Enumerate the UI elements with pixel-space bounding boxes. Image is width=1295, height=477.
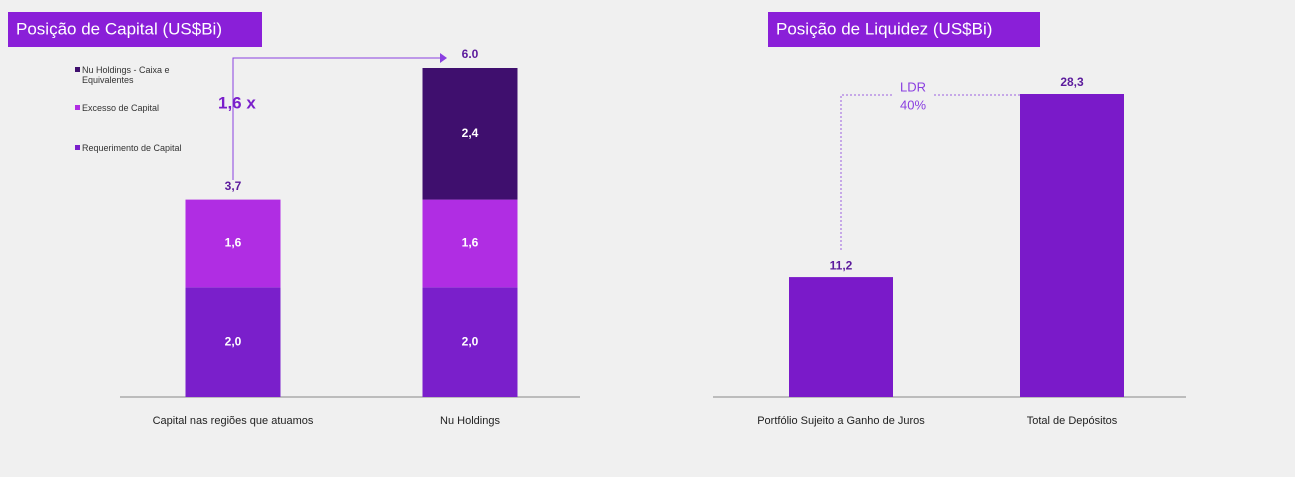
title-box xyxy=(768,12,1040,47)
legend-label: Nu Holdings - Caixa e Equivalentes xyxy=(82,65,170,85)
total-label: 3,7 xyxy=(225,179,242,193)
bar xyxy=(789,277,893,397)
ldr-line xyxy=(840,94,1020,250)
ldr-bg xyxy=(893,80,933,116)
value-label: 1,6 xyxy=(462,236,479,250)
value-label: 11,2 xyxy=(830,258,853,272)
value-label: 1,6 xyxy=(225,236,242,250)
legend-swatch xyxy=(75,145,80,150)
x-tick-label: Capital nas regiões que atuamos xyxy=(153,415,314,427)
value-label: 2,0 xyxy=(462,334,479,348)
bar xyxy=(1020,94,1124,397)
title-box xyxy=(8,12,262,47)
legend-swatch xyxy=(75,105,80,110)
bar-segment xyxy=(422,199,518,288)
x-tick-label: Total de Depósitos xyxy=(1027,415,1118,427)
legend-label: Excesso de Capital xyxy=(82,103,160,113)
annotation: 1,6 x xyxy=(218,93,256,112)
total-label: 6.0 xyxy=(462,47,479,61)
bar-segment xyxy=(422,68,518,200)
bar-segment xyxy=(422,287,518,397)
x-tick-label: Portfólio Sujeito a Ganho de Juros xyxy=(757,415,925,427)
bar-segment xyxy=(185,287,281,397)
bar-segment xyxy=(185,199,281,288)
annotation: LDR xyxy=(900,79,926,94)
annotation-arrow xyxy=(232,57,440,180)
arrow-head xyxy=(440,53,447,63)
chart-title: Posição de Capital (US$Bi) xyxy=(16,19,222,38)
annotation: 40% xyxy=(900,97,926,112)
value-label: 2,0 xyxy=(225,334,242,348)
x-tick-label: Nu Holdings xyxy=(440,415,500,427)
value-label: 2,4 xyxy=(462,126,479,140)
legend-swatch xyxy=(75,67,80,72)
value-label: 28,3 xyxy=(1060,75,1084,89)
chart-title: Posição de Liquidez (US$Bi) xyxy=(776,19,992,38)
legend-label: Requerimento de Capital xyxy=(82,143,182,153)
